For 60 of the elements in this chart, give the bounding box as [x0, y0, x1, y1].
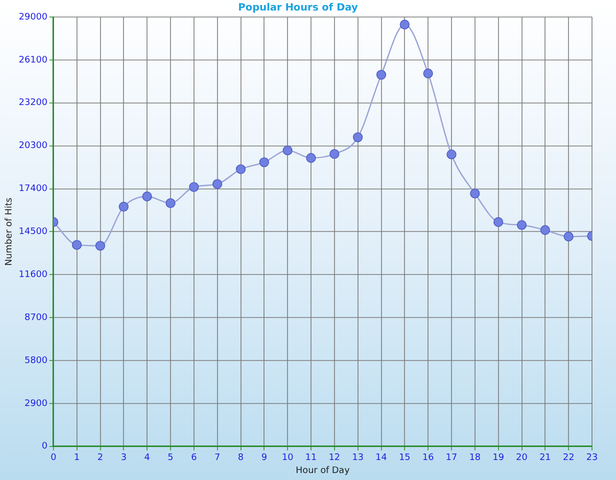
point [493, 217, 504, 227]
x-tick-label: 15 [398, 453, 410, 464]
x-tick-label: 2 [97, 453, 104, 464]
point [564, 232, 574, 242]
point [352, 132, 363, 142]
x-tick-label: 0 [50, 453, 57, 464]
x-tick-label: 5 [168, 453, 174, 464]
point [400, 20, 410, 30]
point [516, 220, 527, 230]
y-tick-label: 23200 [18, 98, 48, 108]
x-tick-label: 3 [120, 453, 127, 464]
point [142, 192, 152, 202]
x-tick-label: 10 [282, 453, 294, 464]
x-tick-label: 23 [586, 453, 598, 464]
point [540, 225, 550, 235]
point [118, 202, 129, 212]
point [330, 149, 340, 159]
x-tick-label: 19 [492, 453, 504, 464]
y-axis-title: Number of Hits [4, 197, 15, 266]
x-tick-label: 11 [305, 453, 317, 464]
point [259, 157, 270, 168]
point [236, 164, 246, 174]
x-tick-label: 9 [261, 453, 268, 464]
x-tick-label: 1 [74, 453, 80, 464]
x-axis-title: Hour of Day [296, 466, 350, 476]
point [470, 188, 480, 198]
x-tick-label: 4 [144, 453, 150, 464]
x-tick-label: 13 [352, 453, 364, 464]
y-tick-label: 29000 [18, 12, 48, 22]
point [72, 240, 82, 250]
y-tick-label: 0 [42, 442, 48, 452]
x-tick-label: 16 [422, 453, 434, 464]
x-tick-label: 17 [446, 453, 458, 464]
x-tick-label: 14 [376, 453, 388, 464]
y-tick-label: 14500 [18, 227, 48, 238]
x-tick-label: 22 [562, 453, 574, 464]
x-tick-label: 18 [469, 453, 481, 464]
point [306, 153, 316, 163]
point [166, 198, 176, 208]
y-tick-label: 8700 [24, 312, 48, 323]
x-tick-label: 21 [539, 453, 551, 464]
point [376, 70, 386, 80]
y-tick-label: 5800 [24, 356, 48, 366]
point [423, 68, 433, 78]
y-tick-label: 17400 [18, 184, 48, 194]
point [95, 240, 106, 251]
chart-title: Popular Hours of Day [238, 2, 358, 14]
point [446, 150, 456, 160]
x-tick-label: 20 [516, 453, 528, 464]
x-tick-label: 6 [191, 453, 198, 464]
y-tick-label: 11600 [18, 270, 48, 280]
y-tick-label: 2900 [24, 398, 48, 409]
point [282, 146, 292, 156]
y-tick-label: 26100 [18, 55, 48, 66]
y-tick-label: 20300 [18, 141, 48, 152]
point [189, 182, 199, 192]
x-tick-label: 12 [328, 453, 340, 464]
x-tick-label: 8 [238, 453, 244, 464]
point [212, 179, 222, 189]
x-tick-label: 7 [214, 453, 220, 464]
